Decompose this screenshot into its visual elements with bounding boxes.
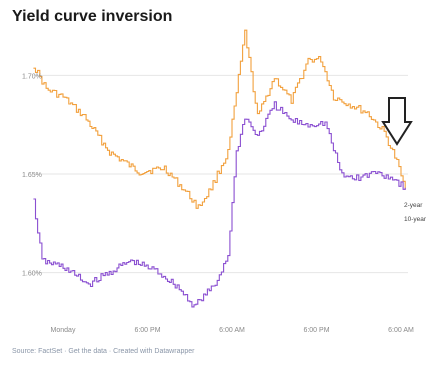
y-tick-label: 1.65% <box>22 172 42 179</box>
y-tick-label: 1.70% <box>22 73 42 80</box>
x-tick-label: 6:00 AM <box>219 327 245 334</box>
grid-layer <box>33 74 408 274</box>
chart-title: Yield curve inversion <box>12 8 173 25</box>
x-tick-label: 6:00 PM <box>303 327 329 334</box>
source-note: Source: FactSet · Get the data · Created… <box>12 348 195 355</box>
series-layer <box>33 29 406 308</box>
series-end-label: 10-year <box>404 216 427 223</box>
x-tick-label: Monday <box>51 327 76 334</box>
x-tick-label: 6:00 PM <box>134 327 160 334</box>
label-layer: 1.70% 1.65% 1.60% Monday 6:00 PM 6:00 AM 6:00 … <box>22 73 427 334</box>
series-line-ten-year <box>33 29 406 209</box>
x-tick-label: 6:00 AM <box>388 327 414 334</box>
down-arrow-icon <box>381 97 413 146</box>
y-tick-label: 1.60% <box>22 271 42 278</box>
series-end-label: 2-year <box>404 202 423 209</box>
series-line-two-year <box>33 101 406 308</box>
